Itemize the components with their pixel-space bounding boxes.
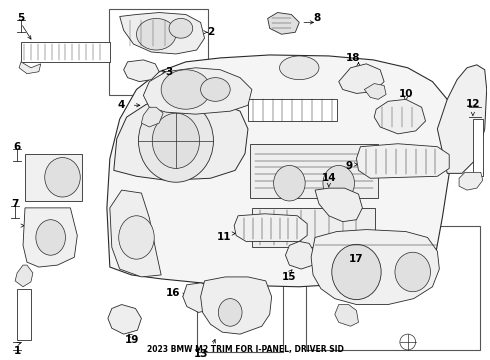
Text: 19: 19 [124,335,139,345]
Polygon shape [120,13,204,54]
Polygon shape [19,62,41,74]
Text: 14: 14 [321,173,336,183]
Text: 7: 7 [11,199,19,209]
Polygon shape [339,64,384,94]
Text: 2023 BMW M2 TRIM FOR I-PANEL, DRIVER SID: 2023 BMW M2 TRIM FOR I-PANEL, DRIVER SID [147,345,343,354]
Polygon shape [234,214,307,242]
Polygon shape [114,99,248,180]
Polygon shape [459,172,483,190]
Text: 17: 17 [349,254,364,264]
Bar [248,99,337,121]
Polygon shape [144,68,252,114]
Ellipse shape [137,18,176,50]
Ellipse shape [161,70,211,109]
Ellipse shape [273,166,305,201]
Ellipse shape [279,56,319,80]
Ellipse shape [200,78,230,101]
Ellipse shape [36,220,66,255]
Text: 10: 10 [398,89,413,99]
Ellipse shape [169,18,193,38]
Text: 11: 11 [217,233,232,243]
Polygon shape [107,55,452,287]
Bar [252,208,375,247]
Bar [250,144,378,198]
Bar [196,273,284,352]
Text: 16: 16 [166,288,180,298]
Polygon shape [23,208,77,267]
Text: 4: 4 [118,100,125,110]
Ellipse shape [332,244,381,300]
Polygon shape [200,277,271,334]
Bar [306,226,480,350]
Polygon shape [183,283,220,312]
Bar [25,154,82,201]
Text: 3: 3 [166,67,172,77]
Text: 18: 18 [346,53,361,63]
Ellipse shape [119,216,154,259]
Text: 5: 5 [18,13,24,23]
Ellipse shape [400,334,416,350]
Bar [473,119,483,176]
Polygon shape [365,84,386,99]
Polygon shape [311,230,440,305]
Text: 8: 8 [314,13,320,23]
Text: 15: 15 [282,272,296,282]
Ellipse shape [152,113,199,168]
Polygon shape [335,305,359,326]
Polygon shape [123,60,159,82]
Polygon shape [110,190,161,277]
Polygon shape [268,13,299,34]
Bar [21,42,110,62]
Polygon shape [357,144,449,178]
Ellipse shape [139,99,214,182]
Text: 12: 12 [466,99,480,109]
Polygon shape [286,242,315,269]
Text: 2: 2 [207,27,214,37]
Ellipse shape [395,252,431,292]
Polygon shape [317,242,346,271]
Text: 6: 6 [14,142,21,152]
Text: 1: 1 [14,346,21,356]
Polygon shape [15,265,33,287]
Polygon shape [374,99,425,134]
Polygon shape [108,305,142,334]
Ellipse shape [323,166,354,201]
Ellipse shape [219,299,242,326]
Polygon shape [142,107,163,127]
Bar [109,9,207,95]
Polygon shape [315,188,363,222]
Ellipse shape [45,158,80,197]
Text: 9: 9 [345,161,352,171]
Bar [17,289,31,340]
Text: 13: 13 [194,349,208,359]
Polygon shape [438,65,487,173]
